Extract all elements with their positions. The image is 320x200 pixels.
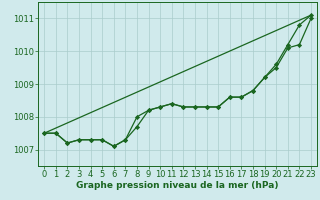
X-axis label: Graphe pression niveau de la mer (hPa): Graphe pression niveau de la mer (hPa) — [76, 181, 279, 190]
